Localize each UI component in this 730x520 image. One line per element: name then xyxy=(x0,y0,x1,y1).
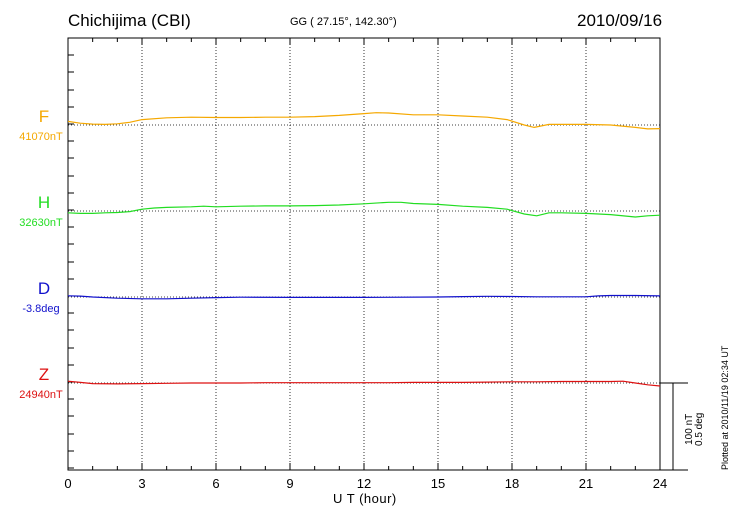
series-z-line xyxy=(67,380,661,387)
series-h-line xyxy=(67,201,661,218)
series-f-baseline-label: 41070nT xyxy=(19,131,63,143)
series-f-label: F xyxy=(38,107,50,126)
x-tick-label: 9 xyxy=(286,476,293,491)
series-z-label: Z xyxy=(38,365,50,384)
station-title: Chichijima (CBI) xyxy=(68,11,191,30)
x-tick-label: 15 xyxy=(431,476,445,491)
x-tick-label: 21 xyxy=(579,476,593,491)
x-tick-label: 12 xyxy=(357,476,371,491)
x-tick-label: 3 xyxy=(138,476,145,491)
x-tick-labels: 0 3 6 9 12 15 18 21 24 xyxy=(64,476,667,491)
series-d-label: D xyxy=(37,279,51,298)
x-tick-label: 18 xyxy=(505,476,519,491)
x-tick-label: 0 xyxy=(64,476,71,491)
scale-bar-label: 100 nT 0.5 deg xyxy=(684,412,705,446)
plotted-timestamp: Plotted at 2010/11/19 02:34 UT xyxy=(720,345,730,470)
series-f-line xyxy=(67,112,661,130)
x-tick-label: 24 xyxy=(653,476,667,491)
series-h-label: H xyxy=(37,193,51,212)
scale-bar-deg-label: 0.5 deg xyxy=(694,412,705,446)
series-d-line xyxy=(67,294,661,300)
series-z-baseline-label: 24940nT xyxy=(19,389,63,401)
station-coordinates: GG ( 27.15°, 142.30°) xyxy=(290,16,397,28)
scale-bar xyxy=(660,382,688,471)
x-tick-label: 6 xyxy=(212,476,219,491)
series-d-baseline-label: -3.8deg xyxy=(22,303,60,315)
series-h-baseline-label: 32630nT xyxy=(19,217,63,229)
observation-date: 2010/09/16 xyxy=(577,11,663,30)
grid-lines xyxy=(68,38,660,470)
series-layer xyxy=(67,112,661,387)
axis-ticks xyxy=(67,37,661,470)
x-axis-label: U T (hour) xyxy=(333,491,397,506)
